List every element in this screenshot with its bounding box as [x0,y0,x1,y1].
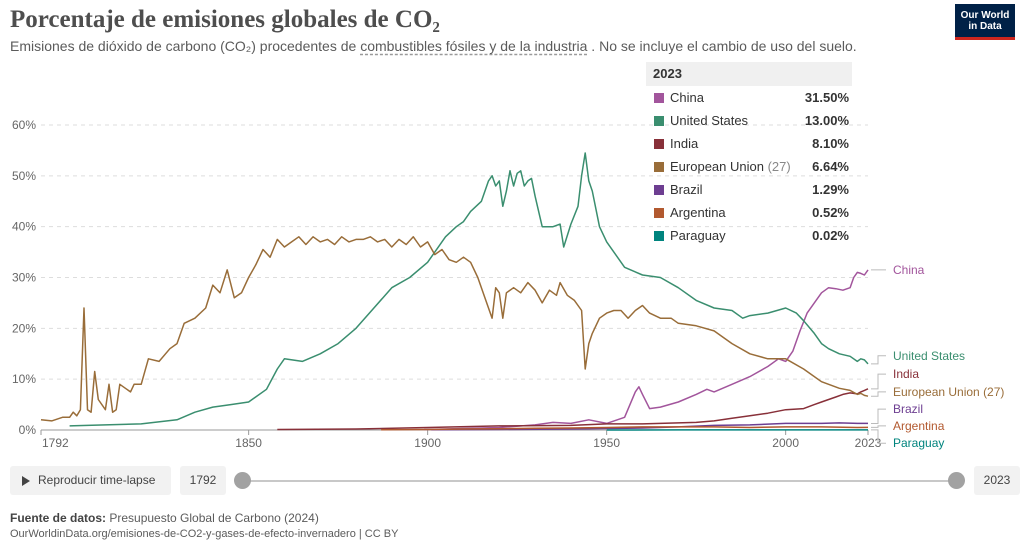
legend-name: Brazil [670,178,703,201]
series-line[interactable] [431,422,868,431]
logo-line-2: in Data [968,21,1002,32]
series-line[interactable] [40,236,869,422]
end-label-connector [871,355,886,365]
source-text: Presupuesto Global de Carbono (2024) [106,511,319,525]
end-label-connector [871,408,886,424]
legend-name-text: China [670,90,704,105]
legend-name-text: Argentina [670,205,726,220]
subtitle-text-end: . No se incluye el cambio de uso del sue… [587,38,857,54]
y-tick-label: 50% [12,169,36,183]
legend-value: 1.29% [812,182,849,197]
axes: 0% 10% 20% 30% 40% 50% 60% 1792 1850 1900 1950 2000… [12,118,882,450]
legend-value: 31.50% [804,90,849,105]
x-tick-label: 1792 [42,436,69,450]
end-label-connector [871,429,886,444]
legend-row[interactable]: Paraguay 0.02% [646,224,852,247]
end-label-connector [871,391,886,397]
y-tick-label: 0% [19,423,37,437]
legend-value: 8.10% [812,136,849,151]
legend-name: United States [670,109,748,132]
legend-name-text: Brazil [670,182,703,197]
legend-name-text: European Union [670,159,764,174]
legend-name-text: India [670,136,699,151]
fossil-fuels-link[interactable]: combustibles fósiles y de la industria [360,38,588,54]
legend-value: 6.64% [812,159,849,174]
end-label-connector [871,425,886,428]
timeline-slider-track[interactable] [241,480,958,482]
series-line[interactable] [69,152,869,427]
end-labels: China United States India European Union (2… [871,263,1004,450]
legend-row[interactable]: Argentina 0.52% [646,201,852,224]
source-label: Fuente de datos: [10,511,107,525]
x-tick-label: 1950 [593,436,620,450]
line-chart: 0% 10% 20% 30% 40% 50% 60% 1792 1850 1900 1950 2000… [12,118,1004,450]
legend-swatch [654,208,664,218]
legend-swatch [654,139,664,149]
legend-year: 2023 [646,62,852,86]
end-label[interactable]: Paraguay [893,436,944,450]
series-line[interactable] [424,269,869,431]
start-year-box[interactable]: 1792 [180,466,226,495]
data-source: Fuente de datos: Presupuesto Global de C… [10,511,319,525]
end-label[interactable]: China [893,263,925,277]
play-icon [22,476,30,486]
legend-swatch [654,185,664,195]
end-label[interactable]: European Union (27) [893,385,1004,399]
legend-name: India [670,132,698,155]
legend-name: Paraguay [670,224,726,247]
y-tick-label: 20% [12,321,36,335]
timeline-start-handle[interactable] [234,472,251,489]
end-label[interactable]: Brazil [893,402,923,416]
x-tick-label: 2000 [772,436,799,450]
legend-swatch [654,116,664,126]
legend-swatch [654,231,664,241]
legend-swatch [654,93,664,103]
legend-name-text: Paraguay [670,228,726,243]
legend-row[interactable]: China 31.50% [646,86,852,109]
legend-name-extra: (27) [767,159,791,174]
series-lines [40,152,869,431]
legend-value: 0.52% [812,205,849,220]
legend-name: China [670,86,704,109]
chart-subtitle: Emisiones de dióxido de carbono (CO₂) pr… [10,38,857,54]
series-line[interactable] [381,426,869,431]
legend-table: 2023 China 31.50% United States 13.00% India… [646,62,852,247]
play-label: Reproducir time-lapse [38,473,156,487]
y-tick-label: 10% [12,372,36,386]
play-timelapse-button[interactable]: Reproducir time-lapse [10,466,171,495]
y-tick-label: 40% [12,220,36,234]
subtitle-text: Emisiones de dióxido de carbono (CO₂) pr… [10,38,361,54]
timeline-controls: Reproducir time-lapse 1792 2023 [10,466,1020,496]
x-tick-label: 1900 [414,436,441,450]
end-label[interactable]: India [893,367,919,381]
y-tick-label: 30% [12,271,36,285]
legend-name-text: United States [670,113,749,128]
legend-row[interactable]: India 8.10% [646,132,852,155]
legend-value: 0.02% [812,228,849,243]
end-label[interactable]: United States [893,349,965,363]
owid-logo[interactable]: Our World in Data [955,4,1015,40]
x-tick-label: 1850 [235,436,262,450]
end-label[interactable]: Argentina [893,419,945,433]
logo-bar [955,37,1015,40]
y-tick-label: 60% [12,118,36,132]
legend-swatch [654,162,664,172]
grid-lines [41,124,868,380]
legend-value: 13.00% [804,113,849,128]
series-line[interactable] [277,388,869,431]
timeline-end-handle[interactable] [948,472,965,489]
chart-title: Porcentaje de emisiones globales de CO₂ [10,6,440,33]
source-url[interactable]: OurWorldinData.org/emisiones-de-CO2-y-ga… [10,528,399,540]
x-tick-label: 2023 [855,436,882,450]
end-label-connector [871,373,886,390]
legend-row[interactable]: United States 13.00% [646,109,852,132]
legend-name: European Union (27) [670,155,791,178]
legend-row[interactable]: European Union (27) 6.64% [646,155,852,178]
logo-line-1: Our World [960,10,1010,21]
legend-row[interactable]: Brazil 1.29% [646,178,852,201]
legend-name: Argentina [670,201,726,224]
end-year-box[interactable]: 2023 [974,466,1020,495]
